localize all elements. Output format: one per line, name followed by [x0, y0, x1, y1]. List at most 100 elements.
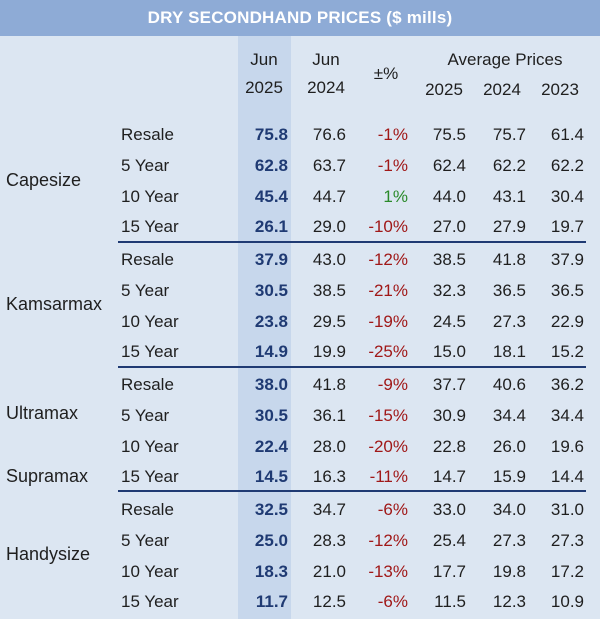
cell-avg2024: 26.0: [492, 436, 526, 456]
header-avg-2023: 2023: [541, 80, 579, 99]
cell-avg2023: 17.2: [550, 561, 584, 581]
cell-label: Resale: [121, 375, 174, 394]
cell-avg2023: 36.2: [550, 375, 584, 394]
cell-avg2024: 27.9: [492, 217, 526, 237]
cell-chg: -12%: [368, 250, 408, 269]
cell-jun2024: 19.9: [312, 342, 346, 362]
cell-chg: -11%: [369, 467, 408, 487]
cell-avg2024: 19.8: [492, 561, 526, 581]
cell-avg2025: 14.7: [432, 467, 466, 487]
cell-jun2024: 29.0: [312, 217, 346, 237]
cell-chg: -25%: [368, 342, 408, 362]
cell-label: 15 Year: [121, 592, 179, 612]
table-row: Resale 37.9 43.0 -12% 38.5 41.8 37.9: [0, 244, 600, 274]
cell-label: Resale: [121, 500, 174, 519]
cell-jun2025: 37.9: [254, 250, 288, 269]
cell-chg: -1%: [377, 125, 408, 144]
cell-chg: -10%: [368, 217, 408, 237]
cell-jun2025: 25.0: [254, 530, 288, 550]
cell-avg2024: 34.0: [492, 500, 526, 519]
cell-avg2023: 62.2: [550, 155, 584, 175]
header-change: ±%: [373, 64, 399, 83]
cell-jun2025: 26.1: [254, 217, 288, 237]
table-row: 5 Year 25.0 28.3 -12% 25.4 27.3 27.3: [0, 525, 600, 555]
table-row: 5 Year 62.8 63.7 -1% 62.4 62.2 62.2: [0, 150, 600, 180]
table-row: 5 Year 30.5 38.5 -21% 32.3 36.5 36.5: [0, 275, 600, 305]
cell-avg2023: 14.4: [550, 467, 584, 487]
cell-jun2024: 28.3: [312, 530, 346, 550]
table-row: 5 Year 30.5 36.1 -15% 30.9 34.4 34.4: [0, 400, 600, 430]
cell-jun2025: 14.5: [254, 467, 288, 487]
cell-avg2024: 27.3: [492, 311, 526, 331]
cell-avg2025: 15.0: [432, 342, 466, 362]
cell-avg2025: 22.8: [432, 436, 466, 456]
table-title: DRY SECONDHAND PRICES ($ mills): [0, 0, 600, 36]
cell-avg2024: 15.9: [492, 467, 526, 487]
current-month-highlight: [238, 36, 291, 619]
category-label: Capesize: [6, 170, 82, 190]
cell-label: 5 Year: [121, 280, 170, 300]
cell-chg: -19%: [368, 311, 408, 331]
cell-avg2025: 75.5: [432, 125, 466, 144]
cell-avg2024: 40.6: [492, 375, 526, 394]
table-row: 10 Year 23.8 29.5 -19% 24.5 27.3 22.9: [0, 306, 600, 336]
cell-avg2024: 18.1: [492, 342, 526, 362]
cell-jun2024: 44.7: [312, 186, 346, 206]
cell-jun2025: 14.9: [254, 342, 288, 362]
cell-chg: 1%: [383, 186, 408, 206]
category-label: Supramax: [6, 466, 89, 486]
cell-jun2025: 75.8: [254, 125, 288, 144]
cell-avg2024: 34.4: [492, 405, 526, 425]
cell-avg2024: 12.3: [492, 592, 526, 612]
cell-label: Resale: [121, 125, 174, 144]
group-separator: [118, 490, 586, 492]
cell-avg2024: 75.7: [492, 125, 526, 144]
cell-chg: -20%: [368, 436, 408, 456]
table-row: Resale 38.0 41.8 -9% 37.7 40.6 36.2: [0, 369, 600, 399]
group-separator: [118, 241, 586, 243]
cell-avg2025: 33.0: [432, 500, 466, 519]
cell-avg2023: 37.9: [550, 250, 584, 269]
header-cur-year: 2025: [245, 78, 283, 97]
table-row: 10 Year 22.4 28.0 -20% 22.8 26.0 19.6: [0, 431, 600, 461]
cell-jun2025: 30.5: [254, 405, 288, 425]
category-label: Ultramax: [6, 403, 79, 423]
table-row: Resale 75.8 76.6 -1% 75.5 75.7 61.4: [0, 119, 600, 149]
cell-avg2023: 22.9: [550, 311, 584, 331]
cell-label: 5 Year: [121, 405, 170, 425]
group-separator: [118, 366, 586, 368]
category-label: Kamsarmax: [6, 294, 103, 314]
cell-jun2025: 32.5: [254, 500, 288, 519]
cell-label: 10 Year: [121, 311, 179, 331]
cell-chg: -12%: [368, 530, 408, 550]
cell-jun2025: 23.8: [254, 311, 288, 331]
cell-jun2024: 21.0: [312, 561, 346, 581]
cell-jun2024: 16.3: [312, 467, 346, 487]
cell-avg2023: 36.5: [550, 280, 584, 300]
cell-label: 15 Year: [121, 467, 179, 487]
table-row: 10 Year 18.3 21.0 -13% 17.7 19.8 17.2: [0, 556, 600, 586]
cell-chg: -15%: [368, 405, 408, 425]
cell-jun2025: 38.0: [254, 375, 288, 394]
cell-jun2024: 76.6: [312, 125, 346, 144]
table-row: Resale 32.5 34.7 -6% 33.0 34.0 31.0: [0, 494, 600, 524]
cell-label: 5 Year: [121, 530, 170, 550]
cell-chg: -6%: [377, 592, 408, 612]
cell-avg2024: 62.2: [492, 155, 526, 175]
cell-jun2024: 36.1: [312, 405, 346, 425]
cell-label: Resale: [121, 250, 174, 269]
cell-avg2024: 43.1: [492, 186, 526, 206]
cell-avg2023: 19.7: [550, 217, 584, 237]
cell-jun2024: 38.5: [312, 280, 346, 300]
cell-avg2025: 30.9: [432, 405, 466, 425]
cell-avg2023: 34.4: [550, 405, 584, 425]
cell-jun2024: 28.0: [312, 436, 346, 456]
cell-avg2023: 27.3: [550, 530, 584, 550]
cell-avg2025: 11.5: [434, 592, 466, 612]
category-label: Handysize: [6, 544, 91, 564]
cell-avg2025: 17.7: [432, 561, 466, 581]
header-average-prices: Average Prices: [447, 50, 563, 69]
cell-label: 15 Year: [121, 342, 179, 362]
table-row: 15 Year 14.5 16.3 -11% 14.7 15.9 14.4: [0, 461, 600, 491]
cell-jun2024: 12.5: [312, 592, 346, 612]
